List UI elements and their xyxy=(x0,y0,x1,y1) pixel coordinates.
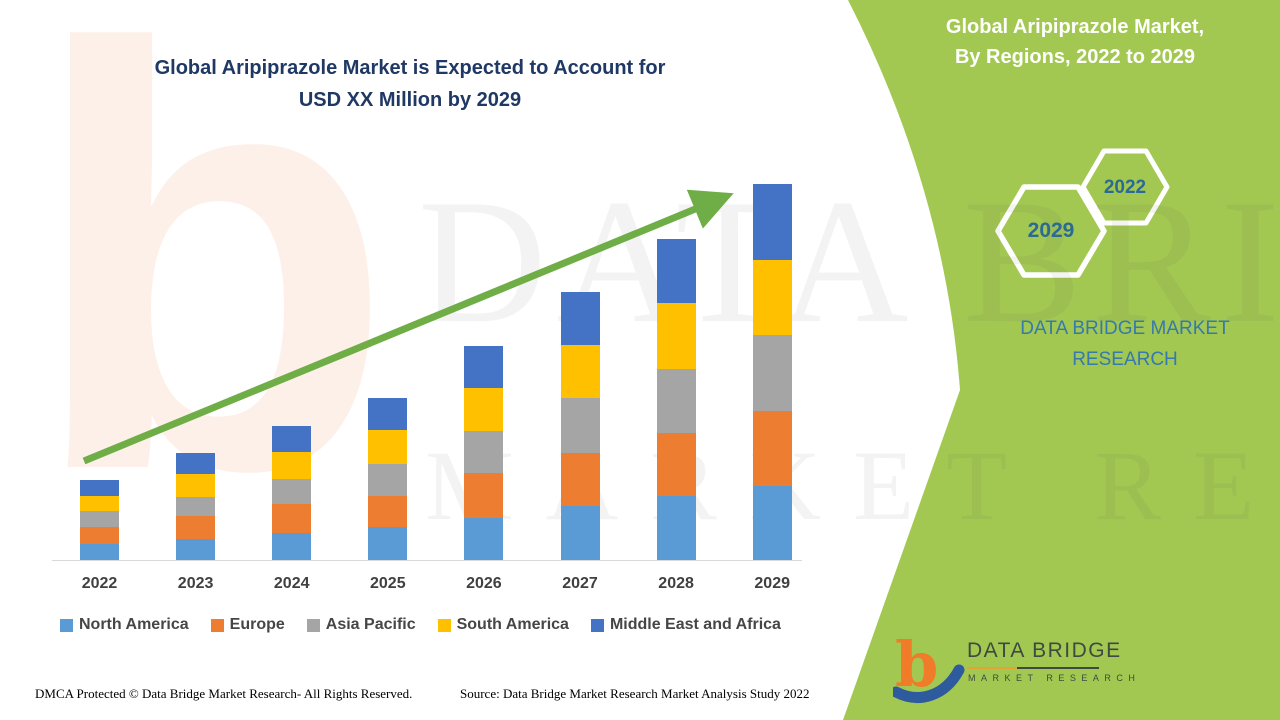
logo-swoosh-icon xyxy=(893,664,965,703)
legend-swatch xyxy=(210,618,224,632)
bar-segment-asia-pacific xyxy=(752,335,792,411)
footer-dmca-text: DMCA Protected © Data Bridge Market Rese… xyxy=(35,686,413,701)
logo-underline xyxy=(967,667,1099,669)
panel-heading-line1: Global Aripiprazole Market, xyxy=(945,16,1205,38)
bar-segment-south-america xyxy=(752,260,792,335)
bar-segment-europe xyxy=(368,496,408,527)
legend-item: North America xyxy=(60,616,189,634)
bar-segment-north-america xyxy=(272,533,312,560)
bar-segment-asia-pacific xyxy=(176,497,216,516)
green-panel-shape xyxy=(843,0,1280,720)
bar-segment-asia-pacific xyxy=(464,431,504,473)
bar-segment-south-america xyxy=(176,474,216,497)
bar-segment-asia-pacific xyxy=(560,398,600,453)
logo-b-icon: b xyxy=(893,630,965,703)
legend-item: Middle East and Africa xyxy=(590,616,781,634)
panel-heading: Global Aripiprazole Market, By Regions, … xyxy=(920,12,1230,72)
bar-segment-north-america xyxy=(752,486,792,560)
legend-label: Europe xyxy=(229,616,285,633)
bar-segment-north-america xyxy=(560,506,600,560)
legend-swatch xyxy=(306,618,320,632)
x-axis-label: 2028 xyxy=(658,575,694,592)
bar-segment-europe xyxy=(272,504,312,533)
logo-name: DATA BRIDGE xyxy=(967,639,1122,662)
legend-swatch xyxy=(590,618,604,632)
bar-segment-asia-pacific xyxy=(368,464,408,496)
legend-item: Asia Pacific xyxy=(306,616,416,634)
bar-segment-asia-pacific xyxy=(656,369,696,433)
bar-segment-south-america xyxy=(560,345,600,398)
bar-segment-north-america xyxy=(656,496,696,560)
chart-title-line1: Global Aripiprazole Market is Expected t… xyxy=(154,57,666,79)
bar-segment-europe xyxy=(80,527,119,544)
bar-segment-north-america xyxy=(176,539,216,560)
x-axis-label: 2025 xyxy=(370,575,406,592)
footer-source-text: Source: Data Bridge Market Research Mark… xyxy=(460,686,810,701)
hexagon-small-label: 2022 xyxy=(1103,177,1147,198)
bar-segment-middle-east-and-africa xyxy=(656,239,696,303)
bar-segment-europe xyxy=(176,516,216,539)
bar-segment-south-america xyxy=(656,303,696,369)
bar-segment-middle-east-and-africa xyxy=(560,292,600,345)
x-axis-line xyxy=(52,560,802,561)
legend-label: Asia Pacific xyxy=(325,616,416,633)
hexagon-small xyxy=(1080,148,1170,226)
bar-segment-middle-east-and-africa xyxy=(368,398,408,430)
chart-title: Global Aripiprazole Market is Expected t… xyxy=(60,52,760,116)
x-axis-label: 2022 xyxy=(81,575,118,592)
legend-swatch xyxy=(60,618,73,632)
hexagon-large-label: 2029 xyxy=(1027,219,1075,242)
hexagon-large xyxy=(995,184,1107,278)
bar-segment-asia-pacific xyxy=(80,511,119,527)
legend-label: North America xyxy=(79,616,189,633)
bar-segment-middle-east-and-africa xyxy=(176,453,216,474)
chart-title-line2: USD XX Million by 2029 xyxy=(298,89,522,111)
legend-item: South America xyxy=(437,616,569,634)
legend-label: South America xyxy=(456,616,569,633)
bar-segment-europe xyxy=(752,411,792,486)
x-axis-label: 2024 xyxy=(273,575,310,592)
legend-item: Europe xyxy=(210,616,285,634)
bar-segment-north-america xyxy=(464,518,504,560)
x-axis-label: 2027 xyxy=(562,575,598,592)
bar-segment-south-america xyxy=(80,496,119,511)
chart-legend: North America Europe Asia Pacific South Ame… xyxy=(60,616,781,634)
bar-segment-europe xyxy=(656,433,696,496)
bar-segment-north-america xyxy=(80,544,119,560)
bar-segment-middle-east-and-africa xyxy=(752,184,792,260)
legend-swatch xyxy=(437,618,451,632)
panel-heading-line2: By Regions, 2022 to 2029 xyxy=(954,46,1196,68)
dbmr-logo: b DATA BRIDGE MARKET RESEARCH xyxy=(893,630,1135,705)
x-axis-label: 2026 xyxy=(466,575,502,592)
x-axis-label: 2029 xyxy=(754,575,790,592)
x-axis-label: 2023 xyxy=(177,575,214,592)
bar-segment-middle-east-and-africa xyxy=(272,426,312,452)
bar-segment-middle-east-and-africa xyxy=(464,346,504,388)
bar-segment-europe xyxy=(464,473,504,518)
bar-segment-south-america xyxy=(272,452,312,479)
brand-caption: DATA BRIDGE MARKET RESEARCH xyxy=(1020,318,1230,370)
bar-segment-south-america xyxy=(464,388,504,431)
bar-segment-asia-pacific xyxy=(272,479,312,504)
bar-segment-middle-east-and-africa xyxy=(80,480,119,496)
logo-tagline: MARKET RESEARCH xyxy=(968,673,1141,683)
bar-segment-north-america xyxy=(368,527,408,560)
bar-segment-europe xyxy=(560,453,600,506)
legend-label: Middle East and Africa xyxy=(609,616,781,633)
bar-segment-south-america xyxy=(368,430,408,464)
